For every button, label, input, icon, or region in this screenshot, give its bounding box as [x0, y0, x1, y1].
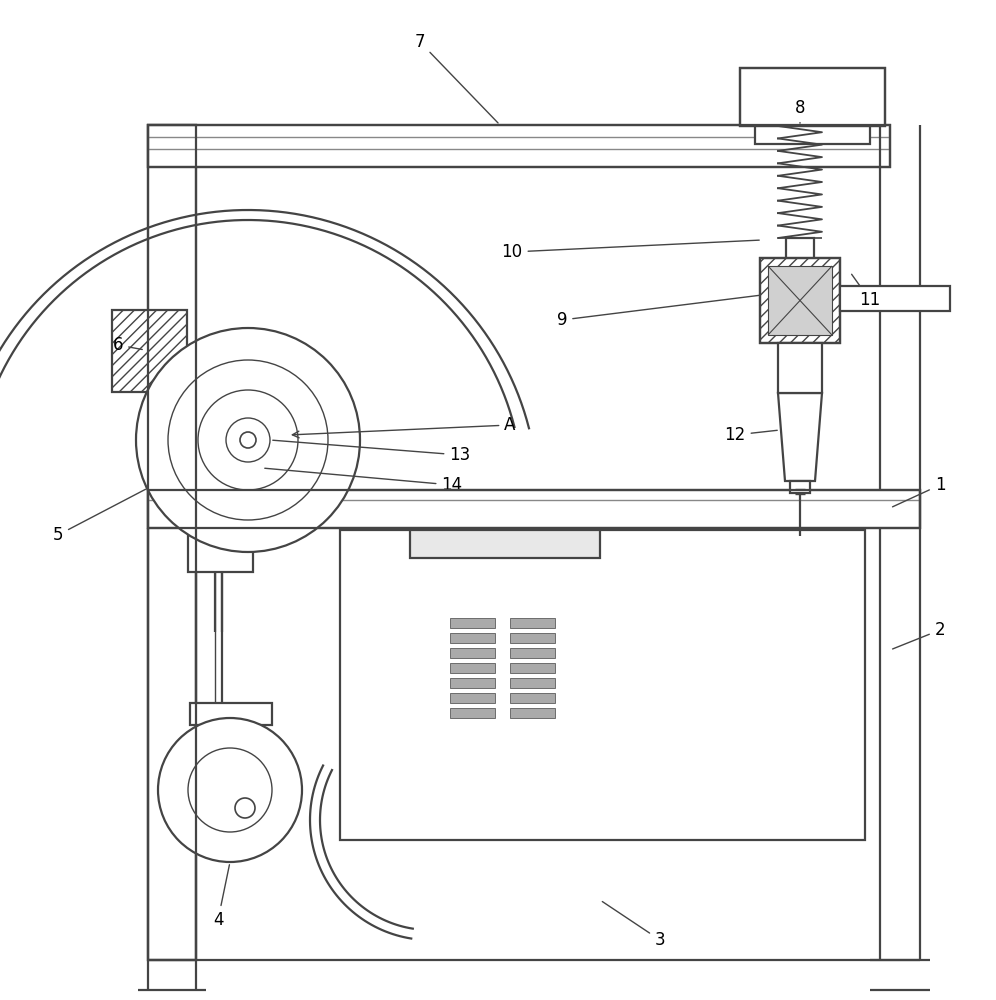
Bar — [510, 708, 555, 718]
Bar — [450, 618, 495, 628]
Bar — [148, 125, 890, 167]
Circle shape — [235, 798, 255, 818]
Text: 3: 3 — [603, 902, 665, 949]
Bar — [450, 693, 495, 703]
Text: A: A — [293, 416, 516, 438]
Circle shape — [188, 748, 272, 832]
Text: 9: 9 — [557, 295, 759, 329]
Bar — [778, 343, 822, 393]
Circle shape — [136, 328, 360, 552]
Text: 5: 5 — [53, 489, 145, 544]
Circle shape — [198, 390, 298, 490]
Bar — [188, 520, 253, 572]
Bar — [510, 648, 555, 658]
Bar — [510, 633, 555, 643]
Bar — [195, 415, 303, 465]
Bar — [450, 678, 495, 688]
Bar — [148, 490, 920, 528]
Bar — [755, 126, 870, 144]
Text: 4: 4 — [213, 865, 229, 929]
Bar — [148, 125, 196, 960]
Bar — [510, 678, 555, 688]
Bar — [510, 693, 555, 703]
Bar — [760, 258, 840, 343]
Text: 12: 12 — [724, 426, 777, 444]
Bar — [510, 663, 555, 673]
Bar — [190, 703, 272, 725]
Circle shape — [168, 360, 328, 520]
Bar — [148, 125, 890, 167]
Text: 8: 8 — [795, 99, 805, 123]
Bar — [450, 708, 495, 718]
Bar — [790, 481, 810, 493]
Bar — [740, 68, 885, 126]
Bar — [450, 633, 495, 643]
Text: 2: 2 — [892, 621, 945, 649]
Bar — [740, 68, 885, 126]
Bar — [840, 286, 950, 311]
Text: 11: 11 — [852, 274, 880, 309]
Text: 10: 10 — [501, 240, 759, 261]
Circle shape — [240, 432, 256, 448]
Bar — [510, 618, 555, 628]
Circle shape — [158, 718, 302, 862]
Bar — [450, 648, 495, 658]
Bar — [410, 530, 600, 558]
Bar — [450, 663, 495, 673]
Bar — [112, 310, 187, 392]
Text: 13: 13 — [273, 440, 471, 464]
Text: 6: 6 — [113, 336, 142, 354]
Text: 7: 7 — [414, 33, 498, 123]
Text: 1: 1 — [892, 476, 945, 507]
Bar — [340, 530, 865, 840]
Bar — [148, 125, 196, 960]
Bar — [148, 490, 920, 528]
Circle shape — [226, 418, 270, 462]
Bar — [768, 266, 832, 335]
Bar — [786, 238, 814, 313]
Polygon shape — [778, 393, 822, 481]
Bar — [760, 258, 840, 343]
Text: 14: 14 — [265, 468, 462, 494]
